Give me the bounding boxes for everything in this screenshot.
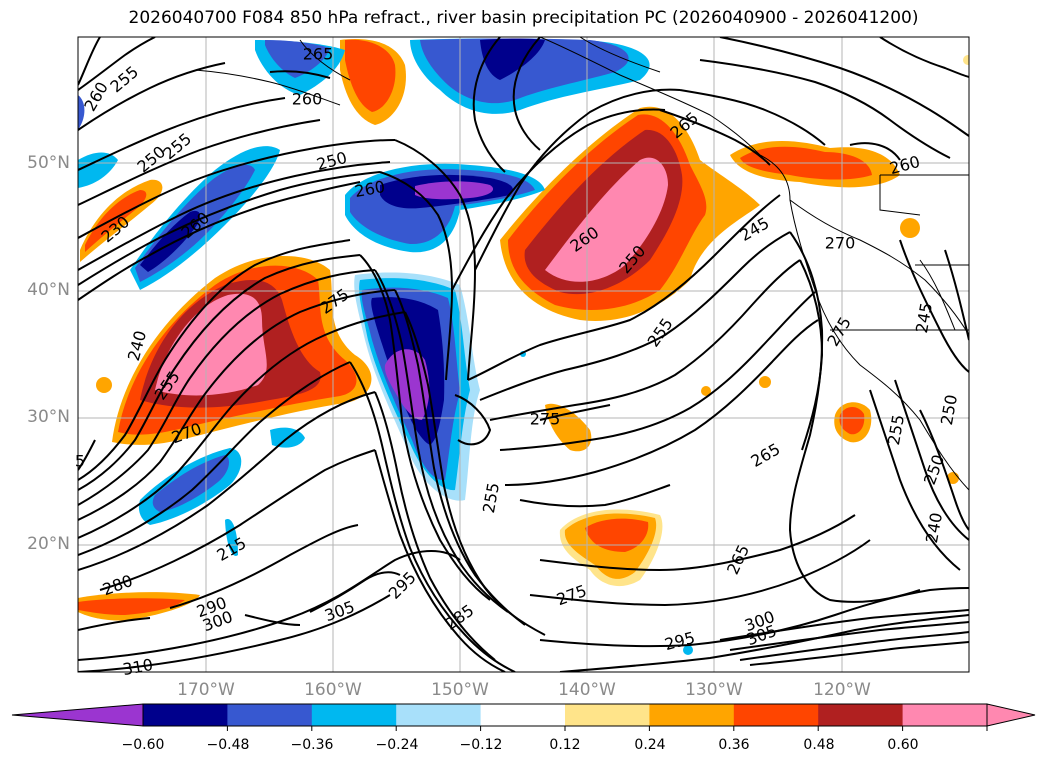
colorbar-segment [902,704,988,726]
graticule [78,37,969,672]
positive-region-alaska-red [345,39,396,112]
positive-dot-5 [963,55,969,65]
colorbar-tick-7: 0.24 [634,737,666,753]
colorbar-tick-1: −0.60 [121,737,165,753]
negative-region-top-left-blue [265,40,330,78]
colorbar-tick-8: 0.36 [718,737,750,753]
colorbar-segment [733,704,819,726]
colorbar-extend-high [986,703,1036,727]
colorbar-segment [227,704,313,726]
lat-label-50n: 50°N [27,153,70,173]
contour-label: 275 [530,410,561,429]
colorbar-tick-2: −0.48 [206,737,250,753]
refractivity-contours [78,37,969,672]
negative-region-north-purple [415,181,494,200]
contour-label: 5 [75,452,85,471]
lon-label-170w: 170°W [177,680,235,700]
colorbar-tick-10: 0.60 [887,737,919,753]
contour-label: 270 [825,234,856,253]
coastlines [194,37,969,491]
positive-region-southwest-streak-red [78,598,185,615]
colorbar-segment [480,704,566,726]
colorbar-tick-5: −0.12 [459,737,503,753]
colorbar-tick-9: 0.48 [803,737,835,753]
map-border [77,36,970,673]
lat-label-20n: 20°N [27,534,70,554]
lon-label-140w: 140°W [558,680,616,700]
colorbar-segment [396,704,482,726]
colorbar-segment [818,704,904,726]
negative-anomaly-shading [78,38,693,655]
positive-dot-3 [701,386,711,396]
contour-label: 310 [121,655,154,679]
colorbar-extend-low [11,703,144,727]
positive-region-northwest-red [85,190,147,252]
positive-dot-4 [900,218,920,238]
colorbar-tick-3: −0.36 [290,737,334,753]
colorbar-segment [143,704,228,726]
contour-label: 260 [292,90,323,109]
positive-dot-1 [96,377,112,393]
negative-region-top-navy [480,38,545,80]
lon-label-130w: 130°W [685,680,743,700]
colorbar-segment [649,704,735,726]
positive-dot-2 [759,376,771,388]
colorbar-tick-4: −0.24 [375,737,419,753]
lon-label-120w: 120°W [813,680,871,700]
colorbar-segment [311,704,397,726]
positive-region-baja-offshore-red [839,406,865,435]
negative-region-left-edge [78,95,85,130]
positive-region-northeast-pacific-pink [545,157,668,282]
lon-label-150w: 150°W [431,680,489,700]
lat-label-40n: 40°N [27,280,70,300]
negative-region-small-left [78,152,118,188]
lat-label-30n: 30°N [27,407,70,427]
map-title: 2026040700 F084 850 hPa refract., river … [128,8,919,28]
colorbar-tick-6: 0.12 [549,737,581,753]
lon-label-160w: 160°W [304,680,362,700]
positive-region-subtropics-red [585,518,649,552]
contour-label: 265 [303,45,334,64]
negative-region-southwest-blue [152,455,230,512]
negative-dot-2 [683,645,693,655]
negative-region-top-blue [420,38,629,104]
colorbar [11,703,1036,731]
positive-region-central-pacific-pink [155,293,267,396]
colorbar-segment [565,704,650,726]
map-plot-area [78,37,969,672]
